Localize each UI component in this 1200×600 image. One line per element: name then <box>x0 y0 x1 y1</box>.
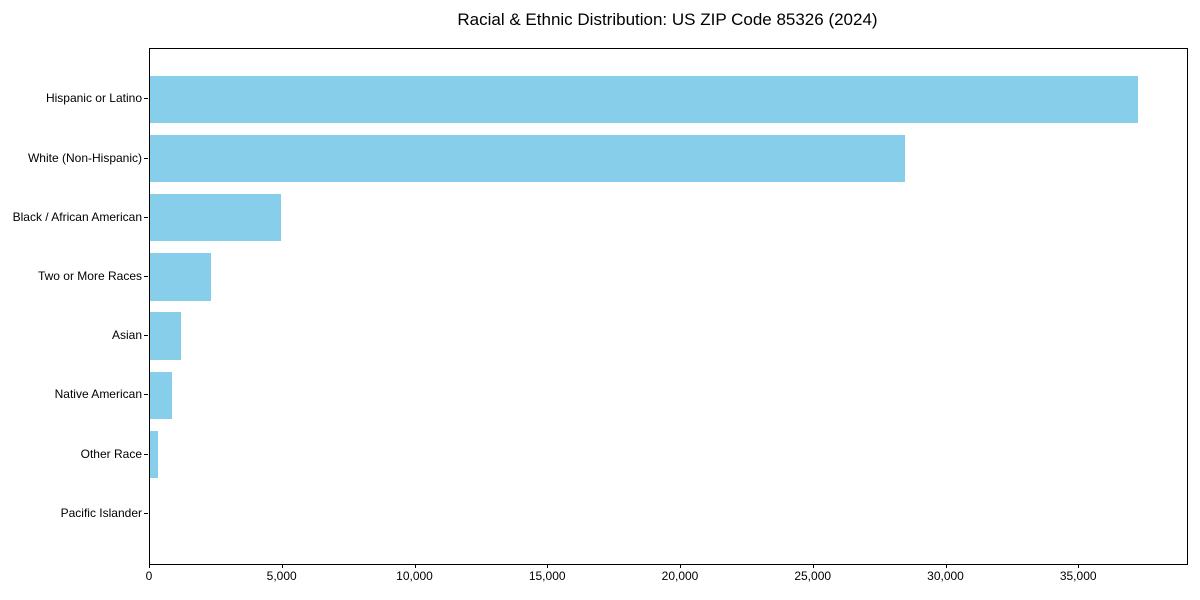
plot-area <box>149 48 1188 565</box>
bar-white-non-hispanic <box>150 134 906 183</box>
y-tick-native-american <box>144 394 148 396</box>
y-tick-other-race <box>144 453 148 455</box>
x-tick-20000 <box>680 564 681 568</box>
bar-native-american <box>150 371 172 419</box>
y-tick-black-african-american <box>144 216 148 218</box>
x-tick-label-20000: 20,000 <box>661 569 699 583</box>
x-tick-label-25000: 25,000 <box>794 569 832 583</box>
y-tick-white-non-hispanic <box>144 157 148 159</box>
bar-two-or-more-races <box>150 253 212 301</box>
x-tick-label-5000: 5,000 <box>266 569 297 583</box>
x-tick-label-15000: 15,000 <box>528 569 566 583</box>
category-label-pacific-islander: Pacific Islander <box>60 505 142 520</box>
category-label-two-or-more-races: Two or More Races <box>37 268 142 283</box>
category-label-white-non-hispanic: White (Non-Hispanic) <box>27 150 142 165</box>
x-tick-label-0: 0 <box>145 569 153 583</box>
y-tick-asian <box>144 335 148 337</box>
y-tick-two-or-more-races <box>144 275 148 277</box>
category-label-asian: Asian <box>111 328 142 343</box>
x-tick-30000 <box>945 564 947 568</box>
y-tick-hispanic-or-latino <box>144 98 148 100</box>
category-label-native-american: Native American <box>54 387 142 402</box>
bar-asian <box>150 312 182 360</box>
y-tick-pacific-islander <box>144 512 148 514</box>
chart-title: Racial & Ethnic Distribution: US ZIP Cod… <box>457 10 878 29</box>
x-tick-5000 <box>281 564 283 568</box>
category-label-hispanic-or-latino: Hispanic or Latino <box>45 91 142 106</box>
bar-hispanic-or-latino <box>150 75 1138 123</box>
x-tick-10000 <box>414 564 416 568</box>
x-tick-25000 <box>812 564 814 568</box>
category-label-other-race: Other Race <box>80 446 142 461</box>
x-tick-0 <box>149 564 150 568</box>
x-tick-15000 <box>547 564 549 568</box>
x-tick-label-35000: 35,000 <box>1059 569 1097 583</box>
x-tick-35000 <box>1078 564 1080 568</box>
category-label-black-african-american: Black / African American <box>12 209 142 224</box>
x-tick-label-30000: 30,000 <box>927 569 964 583</box>
bar-other-race <box>150 430 158 479</box>
x-tick-label-10000: 10,000 <box>396 569 433 583</box>
bar-black-african-american <box>150 194 282 242</box>
